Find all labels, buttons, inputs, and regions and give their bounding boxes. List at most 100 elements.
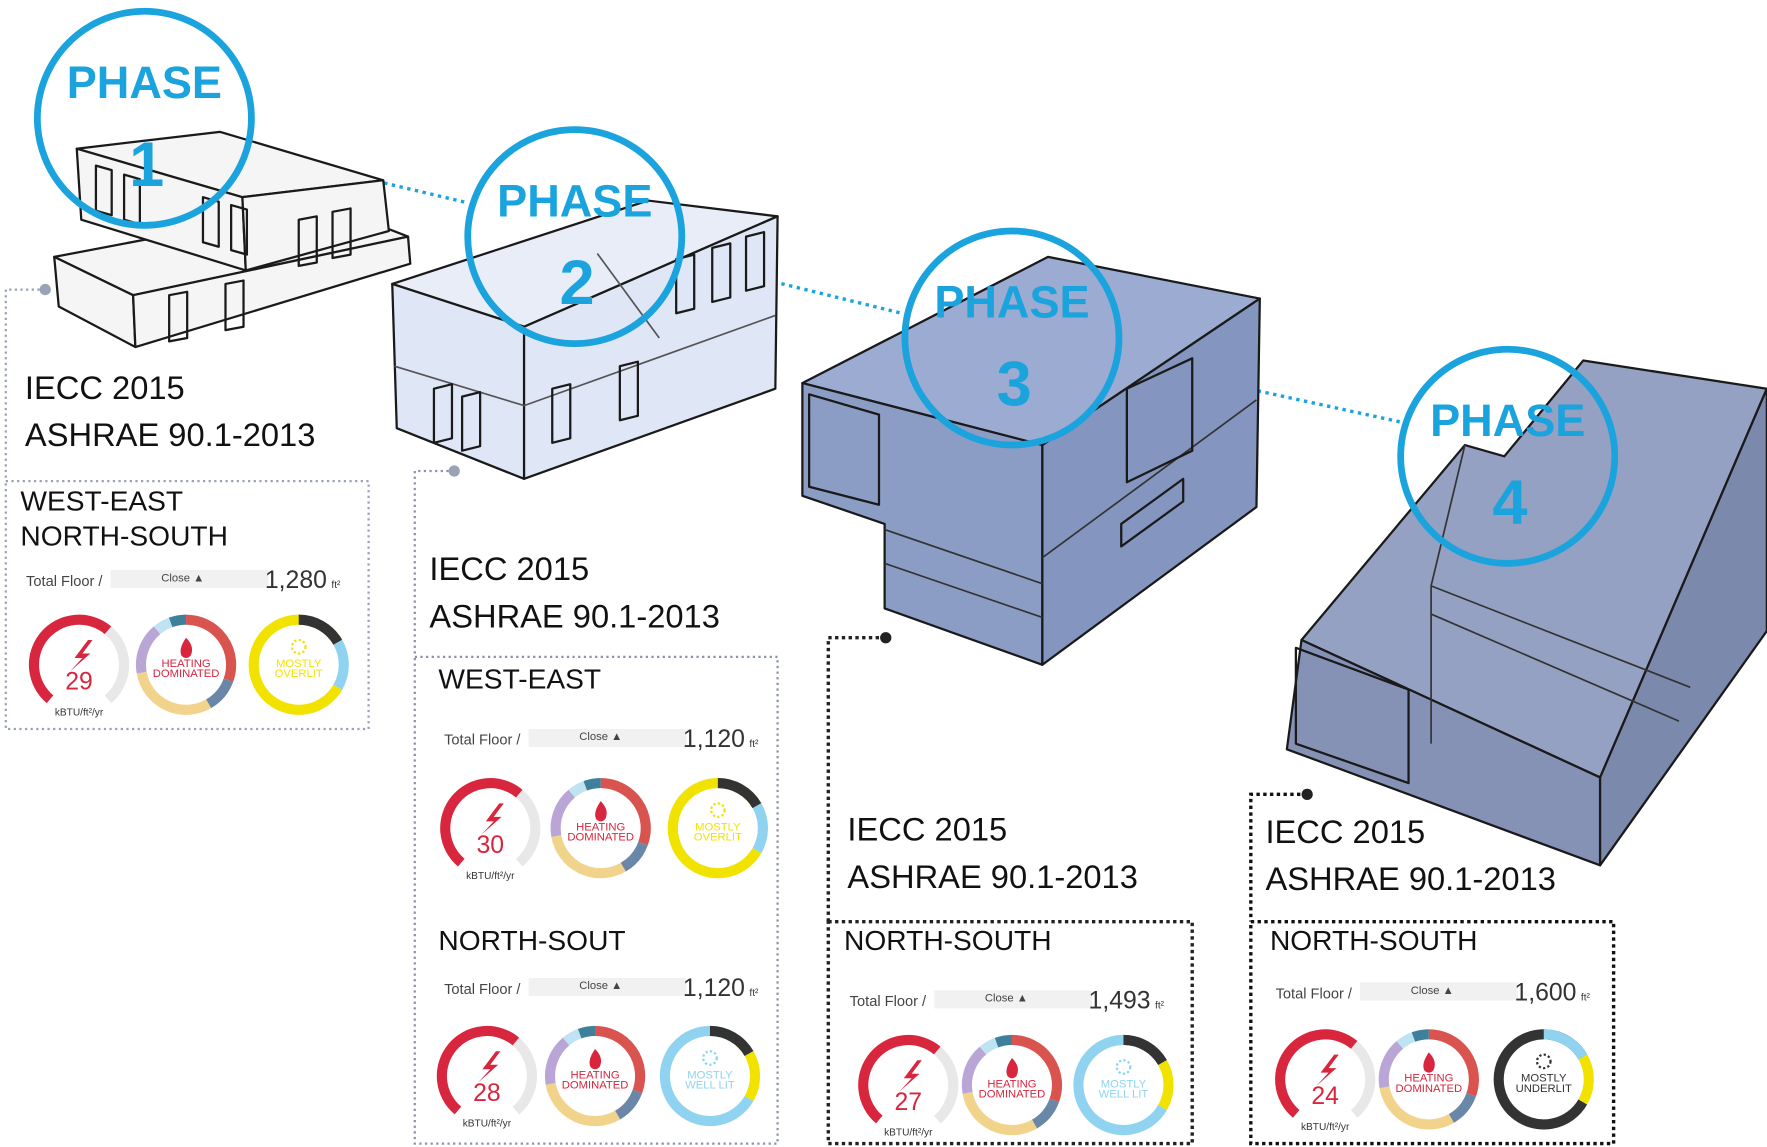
area-value: 1,120 <box>683 975 745 1002</box>
ring-segment <box>1123 1040 1162 1063</box>
ring-segment <box>1544 1034 1583 1057</box>
sort-label: Close ▲ <box>579 980 622 992</box>
ring-segment <box>209 680 229 704</box>
code-label: ASHRAE 90.1-2013 <box>847 858 1137 895</box>
daylight-icon <box>711 803 725 817</box>
eui-unit: kBTU/ft²/yr <box>884 1128 933 1139</box>
panel-title: NORTH-SOUTH <box>1270 925 1478 956</box>
sort-label: Close ▲ <box>985 993 1028 1005</box>
leader-dot <box>1302 789 1313 800</box>
eui-value: 29 <box>65 669 93 696</box>
heating-label: DOMINATED <box>567 832 634 844</box>
panel-title: WEST-EAST <box>438 663 601 694</box>
eui-unit: kBTU/ft²/yr <box>466 871 515 882</box>
flame-icon <box>181 638 193 658</box>
area-unit: ft² <box>1155 1000 1165 1011</box>
ring-segment <box>983 1043 997 1051</box>
eui-unit: kBTU/ft²/yr <box>463 1119 512 1130</box>
area-unit: ft² <box>1581 993 1591 1004</box>
daylight-label: OVERLIT <box>275 668 323 680</box>
ring-segment <box>338 642 344 687</box>
ring-segment <box>299 620 338 643</box>
flame-icon <box>1423 1052 1435 1072</box>
ring-segment <box>1451 1095 1471 1119</box>
phase-number: 2 <box>559 248 594 318</box>
daylight-label: WELL LIT <box>1099 1088 1149 1100</box>
leader-dot <box>880 632 891 643</box>
daylight-icon <box>703 1051 717 1065</box>
area-unit: ft² <box>749 988 759 999</box>
ring-segment <box>580 1031 595 1034</box>
eui-unit: kBTU/ft²/yr <box>55 707 104 718</box>
ring-segment <box>1400 1037 1414 1045</box>
code-label: IECC 2015 <box>25 369 185 406</box>
floor-label: Total Floor / <box>444 982 521 998</box>
sort-label: Close ▲ <box>579 731 622 743</box>
gauge-track <box>1354 1045 1370 1114</box>
daylight-icon <box>1537 1055 1551 1069</box>
code-label: IECC 2015 <box>847 811 1007 848</box>
ring-segment <box>141 630 157 672</box>
floor-label: Total Floor / <box>26 574 103 590</box>
code-label: ASHRAE 90.1-2013 <box>25 416 315 453</box>
area-value: 1,600 <box>1514 980 1576 1007</box>
ring-segment <box>585 783 600 786</box>
energy-icon <box>1316 1055 1339 1087</box>
ring-segment <box>997 1040 1012 1043</box>
ring-segment <box>1413 1034 1428 1037</box>
ring-segment <box>757 806 763 851</box>
phase-number: 1 <box>129 130 164 200</box>
code-label: IECC 2015 <box>429 550 589 587</box>
energy-icon <box>478 1051 501 1083</box>
area-value: 1,280 <box>265 567 327 594</box>
energy-icon <box>481 803 504 835</box>
panel-title: NORTH-SOUTH <box>844 925 1052 956</box>
floor-label: Total Floor / <box>850 994 927 1010</box>
energy-icon <box>899 1060 922 1092</box>
ring-segment <box>171 620 186 623</box>
flame-icon <box>590 1049 602 1069</box>
gauge-track <box>108 630 124 699</box>
area-value: 1,120 <box>683 726 745 753</box>
ring-segment <box>550 1041 566 1083</box>
area-unit: ft² <box>749 739 759 750</box>
sort-label: Close ▲ <box>1411 985 1454 997</box>
daylight-icon <box>292 640 306 654</box>
eui-unit: kBTU/ft²/yr <box>1301 1122 1350 1133</box>
area-unit: ft² <box>331 580 341 591</box>
sort-label: Close ▲ <box>161 572 204 584</box>
ring-segment <box>572 786 586 794</box>
phase-number: 3 <box>997 350 1032 420</box>
area-value: 1,493 <box>1089 987 1151 1014</box>
ring-segment <box>623 844 643 868</box>
panel-title: NORTH-SOUT <box>438 925 625 956</box>
ring-segment <box>710 1031 749 1054</box>
code-label: ASHRAE 90.1-2013 <box>1265 860 1555 897</box>
gauge-track <box>519 794 535 863</box>
heating-label: DOMINATED <box>153 668 220 680</box>
ring-segment <box>566 1034 580 1042</box>
eui-value: 24 <box>1311 1083 1339 1110</box>
eui-value: 28 <box>473 1080 501 1107</box>
phase-label: PHASE <box>934 277 1089 328</box>
code-label: ASHRAE 90.1-2013 <box>429 598 719 635</box>
phase-label: PHASE <box>1430 395 1585 446</box>
phase-number: 4 <box>1492 468 1527 538</box>
code-label: IECC 2015 <box>1265 813 1425 850</box>
ring-segment <box>718 783 757 806</box>
daylight-label: UNDERLIT <box>1516 1083 1572 1095</box>
phase-label: PHASE <box>67 57 222 108</box>
phase-diagram: IECC 2015 ASHRAE 90.1-2013 PHASE 1 WEST-EAST… <box>0 0 1767 1147</box>
ring-segment <box>967 1051 983 1093</box>
heating-label: DOMINATED <box>1395 1083 1462 1095</box>
phase-label: PHASE <box>497 175 652 226</box>
flame-icon <box>1006 1058 1018 1078</box>
leader-dot <box>40 284 51 295</box>
ring-segment <box>556 794 572 836</box>
gauge-track <box>516 1041 532 1110</box>
ring-segment <box>1163 1062 1169 1107</box>
eui-value: 27 <box>895 1089 923 1116</box>
ring-segment <box>749 1053 755 1098</box>
panel-title: NORTH-SOUTH <box>20 520 228 551</box>
heating-label: DOMINATED <box>562 1079 629 1091</box>
